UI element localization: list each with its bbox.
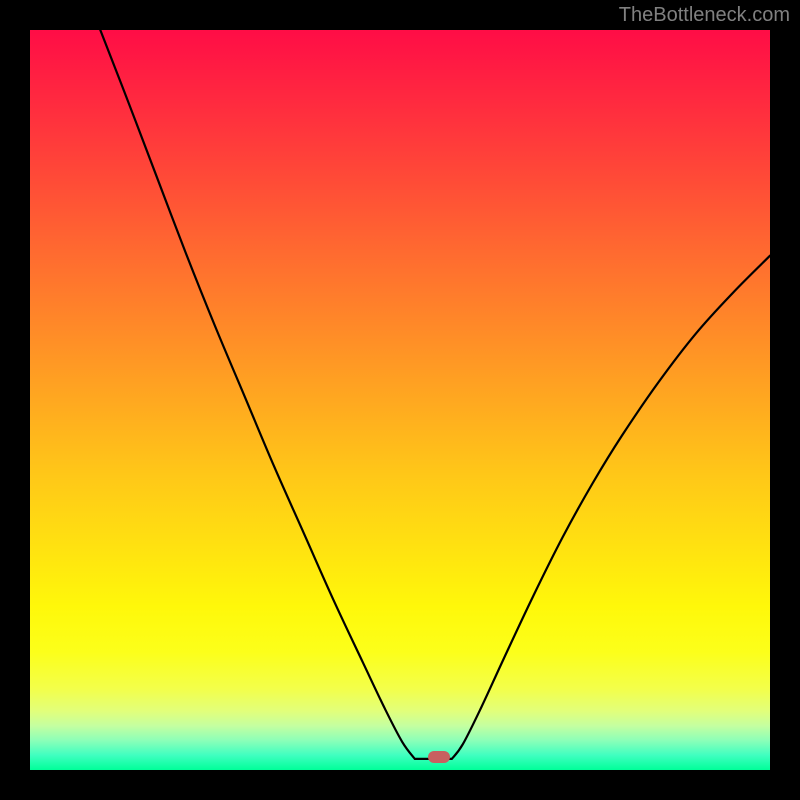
optimal-marker [428,751,450,763]
watermark-text: TheBottleneck.com [619,4,790,27]
plot-area [30,30,770,770]
bottleneck-curve [30,30,770,770]
